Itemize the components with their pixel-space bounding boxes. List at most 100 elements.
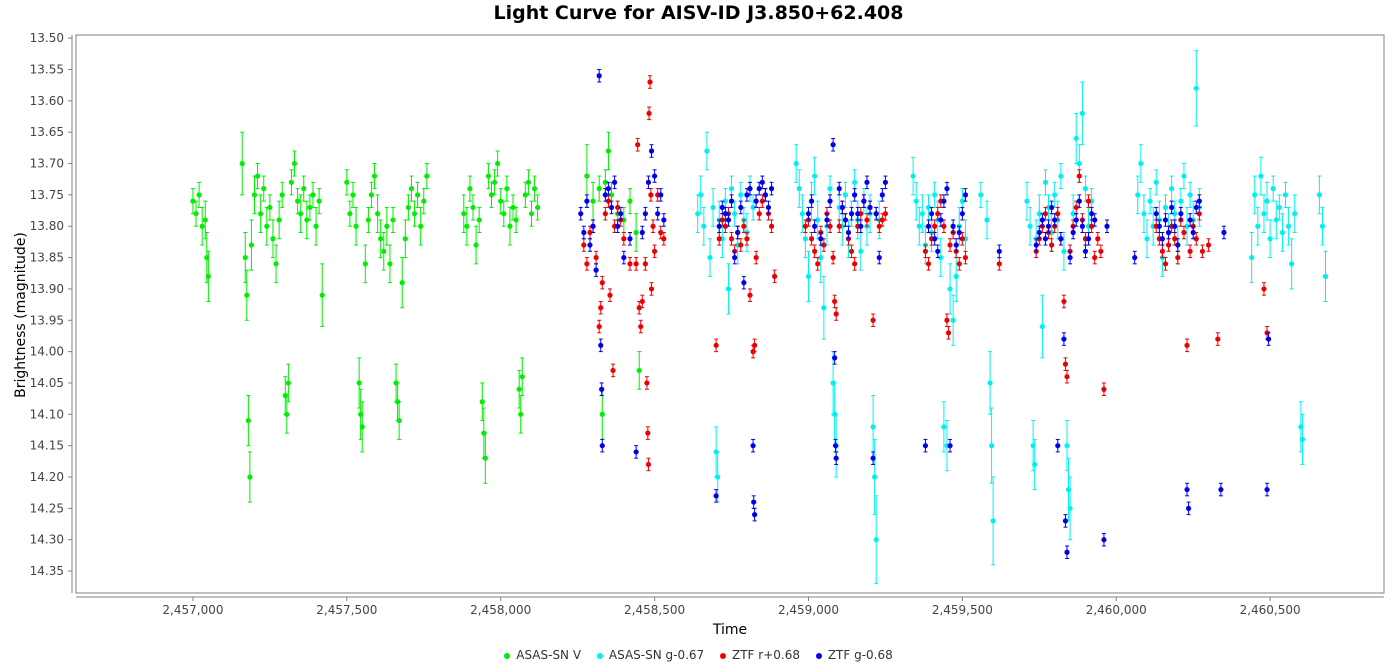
data-point	[1322, 273, 1329, 279]
y-tick-label: 13.90	[30, 282, 64, 296]
data-point	[944, 186, 950, 192]
data-point	[715, 474, 721, 480]
data-point	[833, 455, 839, 461]
data-point	[1101, 386, 1107, 392]
data-point	[805, 211, 812, 217]
data-point	[1082, 186, 1089, 192]
y-tick-label: 14.00	[30, 345, 64, 359]
data-point	[1199, 248, 1206, 254]
data-point	[495, 160, 501, 167]
data-point	[247, 474, 253, 480]
data-point	[996, 248, 1002, 254]
data-point	[1205, 242, 1212, 248]
data-point	[1273, 217, 1279, 223]
data-point	[824, 217, 830, 223]
data-point	[852, 261, 858, 267]
data-point	[615, 204, 621, 211]
data-point	[836, 223, 842, 229]
data-point	[639, 298, 645, 305]
data-point	[821, 242, 827, 248]
data-point	[636, 367, 642, 374]
data-point	[832, 443, 839, 449]
data-point	[476, 217, 482, 223]
data-point	[925, 261, 932, 267]
data-point	[879, 217, 885, 223]
data-point	[864, 179, 870, 185]
data-point	[922, 248, 929, 254]
data-point	[1098, 248, 1104, 254]
data-point	[833, 311, 839, 317]
data-point	[751, 499, 757, 505]
data-point	[953, 242, 959, 248]
data-point	[1276, 204, 1282, 211]
data-point	[808, 236, 815, 242]
data-point	[1062, 518, 1069, 524]
data-point	[254, 173, 261, 179]
data-point	[596, 73, 602, 79]
y-axis-label: Brightness (magnitude)	[13, 232, 29, 398]
data-point	[1190, 229, 1196, 236]
data-point	[864, 217, 870, 223]
data-point	[408, 186, 415, 192]
data-point	[950, 317, 956, 323]
data-point	[1085, 236, 1092, 242]
data-point	[876, 223, 882, 229]
data-point	[759, 179, 765, 185]
data-point	[765, 204, 772, 211]
data-point	[288, 179, 295, 185]
data-point	[285, 380, 291, 386]
legend-swatch-ztf-g	[815, 652, 822, 659]
data-point	[479, 399, 485, 405]
data-point	[202, 217, 208, 223]
data-point	[518, 411, 524, 417]
y-tick-label: 14.20	[30, 470, 64, 484]
y-tick-label: 13.65	[30, 125, 64, 139]
data-point	[873, 211, 879, 217]
data-point	[947, 286, 953, 292]
x-tick-label: 2,457,500	[316, 603, 377, 617]
data-point	[578, 211, 584, 217]
data-point	[1073, 204, 1079, 211]
data-point	[411, 211, 418, 217]
data-point	[650, 223, 656, 229]
data-point	[291, 160, 298, 167]
data-point	[596, 186, 602, 192]
data-point	[593, 254, 599, 261]
data-point	[1055, 443, 1061, 449]
data-point	[467, 186, 473, 192]
data-point	[1181, 173, 1187, 179]
data-point	[839, 204, 845, 211]
data-point	[421, 198, 427, 204]
y-tick-label: 13.85	[30, 251, 64, 265]
data-point	[882, 211, 889, 217]
data-point	[1079, 110, 1085, 116]
data-point	[251, 192, 258, 198]
data-point	[855, 211, 861, 217]
data-point	[1153, 211, 1159, 217]
data-point	[633, 229, 639, 236]
data-point	[648, 286, 655, 292]
legend-swatch-asassn-v	[504, 652, 511, 659]
data-point	[732, 254, 738, 261]
data-point	[504, 186, 510, 192]
data-point	[371, 173, 378, 179]
data-point	[284, 411, 290, 417]
data-point	[261, 186, 267, 192]
data-point	[375, 211, 381, 217]
data-point	[959, 211, 965, 217]
data-point	[852, 179, 858, 185]
data-point	[319, 292, 325, 298]
data-point	[861, 198, 867, 204]
data-point	[1218, 486, 1224, 493]
data-point	[1178, 198, 1184, 204]
data-point	[608, 204, 615, 211]
data-point	[725, 286, 732, 292]
data-point	[1221, 229, 1227, 236]
data-point	[879, 192, 885, 198]
data-point	[1289, 261, 1295, 267]
data-point	[264, 223, 270, 229]
data-point	[635, 142, 641, 148]
data-point	[842, 192, 849, 198]
data-point	[1042, 211, 1049, 217]
